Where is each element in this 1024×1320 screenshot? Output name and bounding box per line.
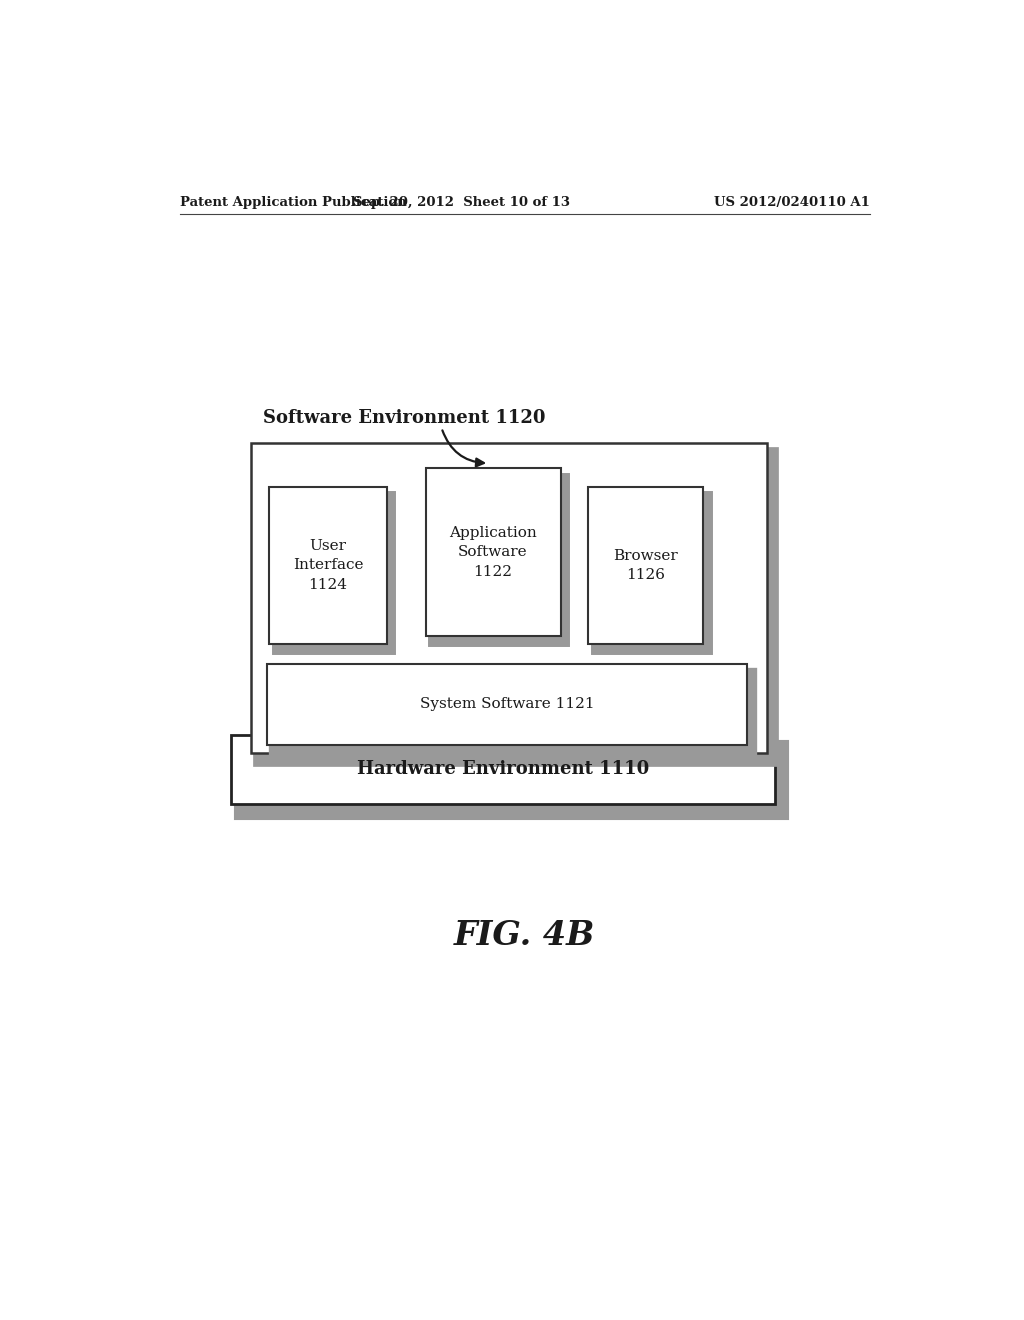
Bar (594, 494, 709, 651)
Text: Software Environment 1120: Software Environment 1120 (263, 409, 546, 426)
Bar (258, 453, 774, 762)
Bar (231, 735, 775, 804)
Bar (588, 487, 703, 644)
Text: System Software 1121: System Software 1121 (420, 697, 594, 711)
Bar (426, 469, 560, 636)
Text: Application
Software
1122: Application Software 1122 (450, 525, 537, 578)
Text: User
Interface
1124: User Interface 1124 (293, 539, 364, 591)
Text: FIG. 4B: FIG. 4B (454, 920, 596, 953)
Bar (431, 475, 566, 643)
Text: Browser
1126: Browser 1126 (613, 549, 678, 582)
Bar (240, 744, 782, 814)
Bar (273, 672, 754, 752)
Text: Patent Application Publication: Patent Application Publication (179, 195, 407, 209)
Bar (274, 494, 392, 651)
Text: US 2012/0240110 A1: US 2012/0240110 A1 (714, 195, 870, 209)
Bar (269, 487, 387, 644)
Bar (267, 664, 748, 744)
Bar (251, 444, 767, 752)
Text: Sep. 20, 2012  Sheet 10 of 13: Sep. 20, 2012 Sheet 10 of 13 (353, 195, 569, 209)
Text: Hardware Environment 1110: Hardware Environment 1110 (356, 760, 649, 779)
